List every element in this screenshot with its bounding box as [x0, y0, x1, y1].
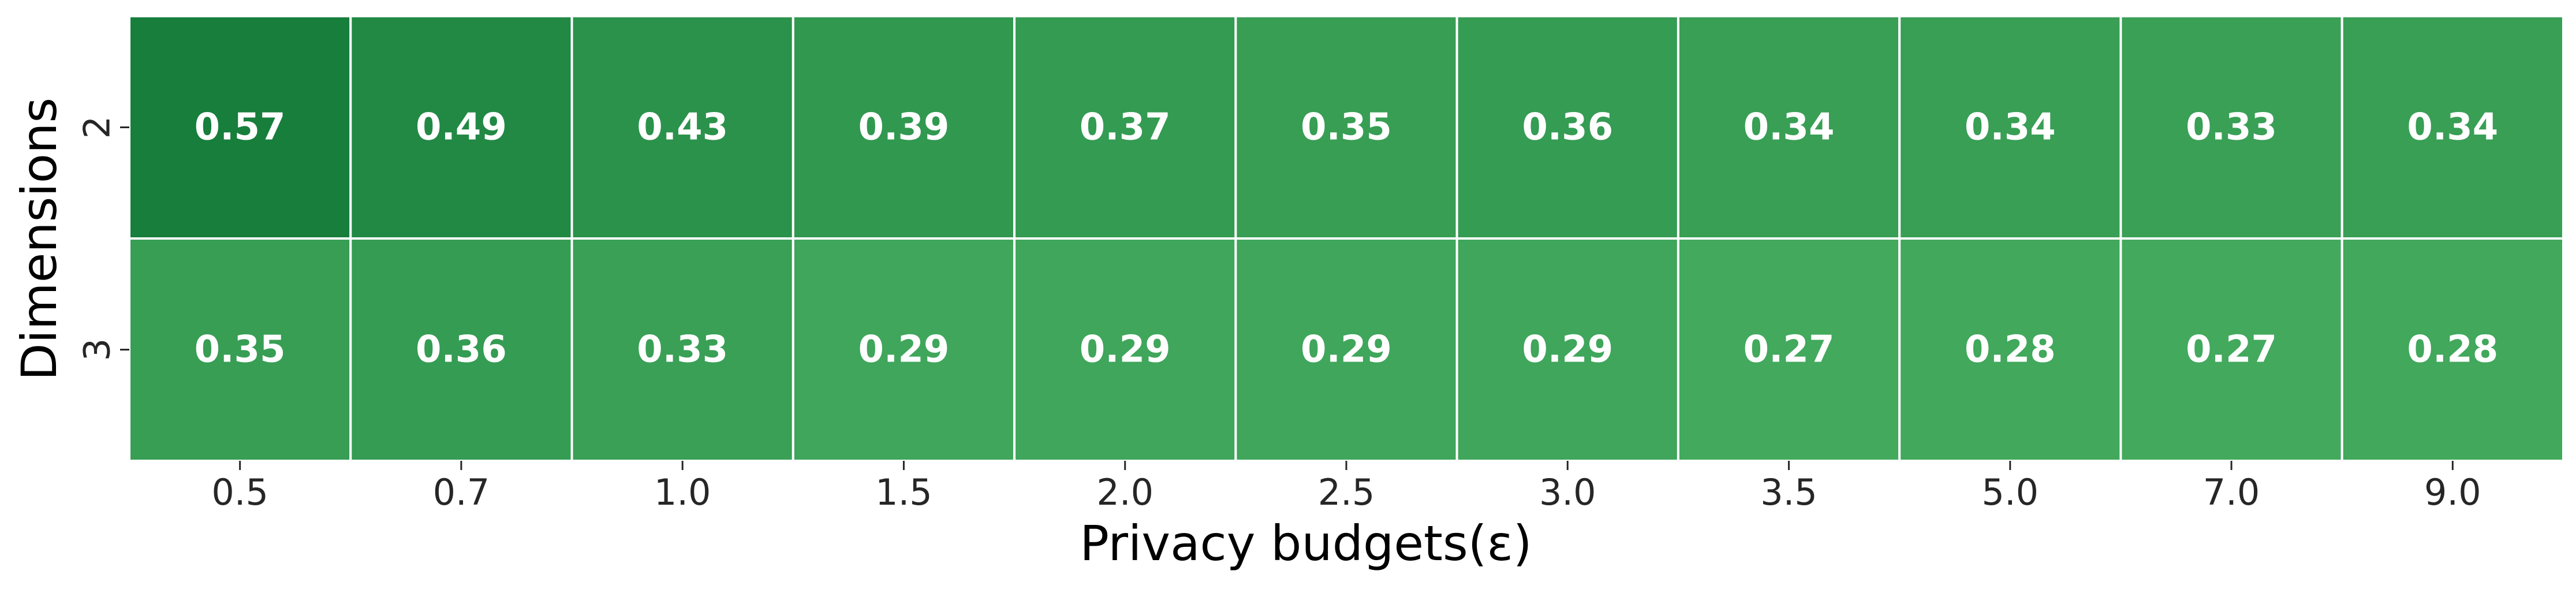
heatmap-cell [349, 237, 573, 462]
cell-value-label: 0.29 [858, 329, 950, 371]
cell-value-label: 0.34 [2407, 106, 2498, 149]
y-axis-label: Dimensions [11, 98, 68, 381]
cell-value-label: 0.57 [195, 106, 286, 149]
x-tick-label: 3.0 [1539, 471, 1596, 513]
heatmap-cell [128, 237, 352, 462]
heatmap-cell [1013, 15, 1237, 240]
x-tick-label: 2.5 [1318, 471, 1375, 513]
heatmap-cell [792, 237, 1016, 462]
cell-value-label: 0.28 [2407, 329, 2498, 371]
y-tick-label: 3 [76, 338, 118, 361]
heatmap-cells [128, 15, 2565, 462]
x-tick-label: 7.0 [2203, 471, 2260, 513]
heatmap-cell [349, 15, 573, 240]
heatmap-cell [2119, 237, 2343, 462]
x-tick-label: 0.7 [433, 471, 490, 513]
cell-value-label: 0.39 [858, 106, 950, 149]
cell-value-label: 0.37 [1080, 106, 1171, 149]
heatmap-cell [2340, 237, 2565, 462]
heatmap-cell [570, 15, 794, 240]
cell-value-label: 0.27 [1744, 329, 1835, 371]
heatmap-cell [570, 237, 794, 462]
heatmap-cell [1455, 237, 1679, 462]
x-tick-label: 9.0 [2424, 471, 2481, 513]
cell-value-label: 0.36 [1522, 106, 1613, 149]
cell-value-label: 0.34 [1965, 106, 2056, 149]
x-axis-label: Privacy budgets(ε) [1080, 515, 1532, 572]
x-tick-label: 5.0 [1982, 471, 2039, 513]
heatmap-cell [1677, 15, 1901, 240]
cell-value-label: 0.35 [195, 329, 286, 371]
heatmap-cell [1234, 237, 1458, 462]
cell-value-label: 0.34 [1744, 106, 1835, 149]
cell-value-label: 0.36 [416, 329, 507, 371]
heatmap-cell [128, 15, 352, 240]
heatmap-cell [2340, 15, 2565, 240]
x-tick-label: 1.5 [875, 471, 932, 513]
x-tick-label: 2.0 [1096, 471, 1153, 513]
heatmap-cell-labels: 0.57 0.49 0.43 0.39 0.37 0.35 0.36 0.34 0.34 0.33… [195, 106, 2499, 371]
x-tick-label: 3.5 [1760, 471, 1817, 513]
heatmap-cell [1013, 237, 1237, 462]
heatmap-cell [1677, 237, 1901, 462]
y-tick-label: 2 [76, 116, 118, 139]
heatmap-cell [2119, 15, 2343, 240]
x-tick-label: 0.5 [211, 471, 268, 513]
x-axis-ticks: 0.5 0.7 1.0 1.5 2.0 2.5 3.0 3.5 5.0 7.0 9.0 [211, 461, 2481, 513]
heatmap-cell [792, 15, 1016, 240]
cell-value-label: 0.29 [1301, 329, 1392, 371]
cell-value-label: 0.29 [1080, 329, 1171, 371]
cell-value-label: 0.28 [1965, 329, 2056, 371]
x-tick-label: 1.0 [654, 471, 711, 513]
cell-value-label: 0.35 [1301, 106, 1392, 149]
cell-value-label: 0.33 [637, 329, 728, 371]
cell-value-label: 0.49 [416, 106, 507, 149]
y-axis-ticks: 23 [76, 116, 129, 361]
heatmap-cell [1234, 15, 1458, 240]
cell-value-label: 0.29 [1522, 329, 1613, 371]
heatmap-cell [1898, 237, 2122, 462]
cell-value-label: 0.27 [2186, 329, 2277, 371]
cell-value-label: 0.43 [637, 106, 728, 149]
cell-value-label: 0.33 [2186, 106, 2277, 149]
